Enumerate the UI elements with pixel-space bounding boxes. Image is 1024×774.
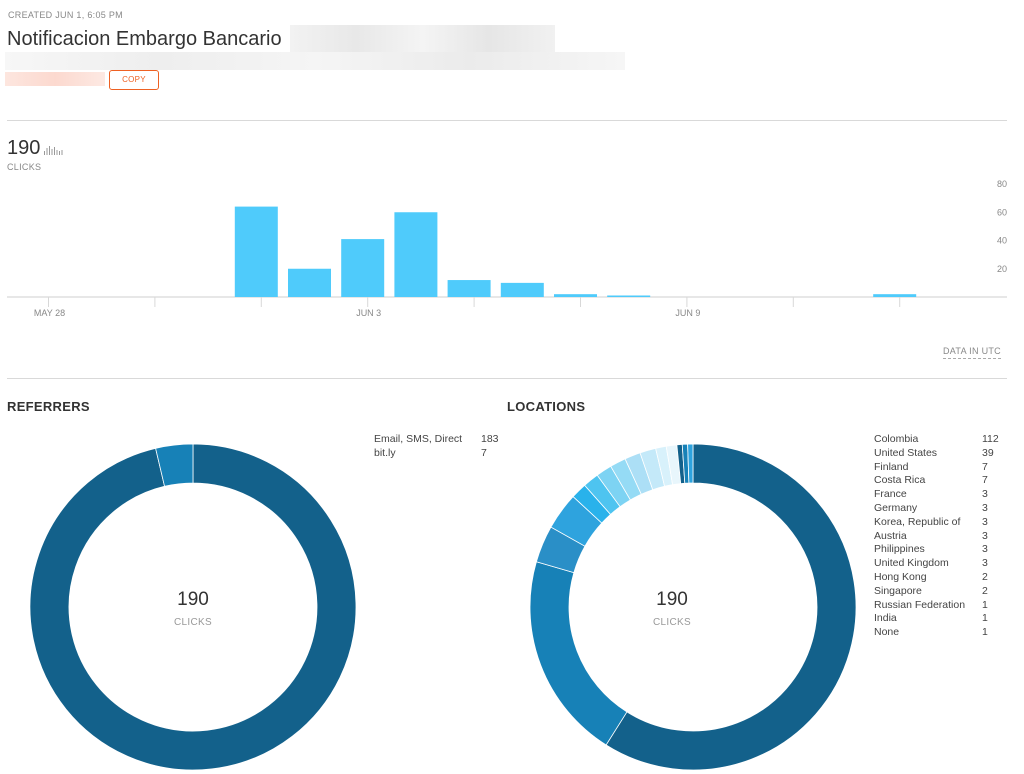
clicks-label: CLICKS (7, 162, 42, 172)
legend-row[interactable]: Austria 3 (874, 530, 1002, 544)
legend-label: Singapore (874, 584, 922, 597)
legend-row[interactable]: Philippines 3 (874, 543, 1002, 557)
legend-row[interactable]: India 1 (874, 612, 1002, 626)
legend-label: Costa Rica (874, 474, 926, 487)
legend-value: 1 (982, 612, 988, 625)
legend-label: Germany (874, 501, 918, 514)
legend-label: India (874, 612, 897, 625)
legend-value: 3 (982, 557, 988, 570)
legend-row[interactable]: Singapore 2 (874, 585, 1002, 599)
legend-value: 1 (982, 626, 988, 639)
referrers-title: REFERRERS (7, 399, 90, 414)
divider (7, 120, 1007, 121)
legend-label: None (874, 626, 900, 639)
legend-row[interactable]: Hong Kong 2 (874, 571, 1002, 585)
bar-jun-5 (447, 280, 491, 297)
legend-row[interactable]: None 1 (874, 626, 1002, 640)
legend-row[interactable]: United States 39 (874, 447, 1002, 461)
locations-title: LOCATIONS (507, 399, 586, 414)
legend-value: 112 (982, 433, 999, 445)
referrers-center: 190 CLICKS (93, 589, 293, 628)
legend-value: 2 (982, 570, 988, 583)
x-tick-label: JUN 3 (356, 308, 381, 318)
legend-label: Russian Federation (874, 598, 966, 611)
referrers-center-value: 190 (177, 589, 209, 610)
legend-label: Finland (874, 460, 909, 473)
created-date: CREATED JUN 1, 6:05 PM (8, 10, 123, 20)
legend-value: 7 (982, 474, 988, 487)
legend-row[interactable]: Costa Rica 7 (874, 474, 1002, 488)
bar-jun-3 (341, 239, 385, 297)
referrers-legend: Email, SMS, Direct 183 bit.ly 7 (374, 433, 501, 461)
locations-legend: Colombia 112 United States 39 Finland 7 Costa … (874, 433, 1002, 640)
redacted-title-block (290, 25, 555, 53)
legend-label: Colombia (874, 433, 919, 445)
legend-value: 7 (481, 446, 487, 459)
locations-donut (529, 443, 857, 771)
locations-center: 190 CLICKS (572, 589, 772, 628)
bar-jun-13 (873, 294, 917, 297)
y-tick-label: 20 (997, 264, 1007, 274)
legend-label: Korea, Republic of (874, 515, 961, 528)
legend-row[interactable]: Korea, Republic of 3 (874, 516, 1002, 530)
locations-center-label: CLICKS (653, 617, 691, 628)
legend-row[interactable]: Colombia 112 (874, 433, 1002, 447)
referrers-donut (29, 443, 357, 771)
clicks-bar-chart: MAY 28 JUN 3 JUN 9 20 40 60 80 (7, 179, 1007, 318)
legend-row[interactable]: France 3 (874, 488, 1002, 502)
legend-value: 39 (982, 446, 994, 459)
legend-value: 2 (982, 584, 988, 597)
bar-jun-6 (500, 282, 544, 297)
bar-jun-7 (554, 294, 597, 297)
slice-bit-ly (155, 443, 194, 487)
legend-value: 3 (982, 488, 988, 501)
redacted-url-block (5, 52, 625, 70)
legend-label: Email, SMS, Direct (374, 433, 463, 445)
bar-jun-2 (288, 268, 331, 297)
legend-label: bit.ly (374, 446, 396, 459)
legend-row[interactable]: Russian Federation 1 (874, 599, 1002, 613)
y-tick-label: 80 (997, 179, 1007, 189)
y-tick-label: 40 (997, 236, 1007, 246)
legend-label: France (874, 488, 907, 501)
legend-value: 3 (982, 543, 988, 556)
bar-chart-icon (44, 146, 63, 155)
legend-label: United Kingdom (874, 557, 949, 570)
legend-row[interactable]: Germany 3 (874, 502, 1002, 516)
page-title: Notificacion Embargo Bancario (7, 28, 282, 50)
bar-jun-4 (394, 212, 438, 297)
legend-label: Philippines (874, 543, 925, 556)
legend-row[interactable]: bit.ly 7 (374, 447, 501, 461)
slice-colombia (605, 443, 857, 771)
slice-email-sms-direct (29, 443, 357, 771)
legend-value: 7 (982, 460, 988, 473)
legend-value: 3 (982, 501, 988, 514)
locations-center-value: 190 (656, 589, 688, 610)
divider (7, 378, 1007, 379)
legend-value: 1 (982, 598, 988, 611)
x-tick-label: JUN 9 (675, 308, 700, 318)
copy-button[interactable]: COPY (109, 70, 159, 90)
legend-value: 3 (982, 529, 988, 542)
data-in-utc-toggle[interactable]: DATA IN UTC (943, 346, 1001, 359)
bar-jun-8 (607, 295, 651, 297)
legend-label: United States (874, 446, 938, 459)
x-tick-label: MAY 28 (34, 308, 65, 318)
legend-row[interactable]: United Kingdom 3 (874, 557, 1002, 571)
legend-value: 3 (982, 515, 988, 528)
legend-row[interactable]: Email, SMS, Direct 183 (374, 433, 501, 447)
legend-value: 183 (481, 433, 499, 445)
y-tick-label: 60 (997, 207, 1007, 217)
referrers-center-label: CLICKS (174, 617, 212, 628)
legend-label: Hong Kong (874, 570, 927, 583)
bar-jun-1 (234, 206, 278, 297)
legend-label: Austria (874, 529, 907, 542)
clicks-total: 190 (7, 137, 41, 159)
slice-none (687, 443, 694, 484)
legend-row[interactable]: Finland 7 (874, 461, 1002, 475)
redacted-short-link[interactable] (5, 72, 105, 86)
